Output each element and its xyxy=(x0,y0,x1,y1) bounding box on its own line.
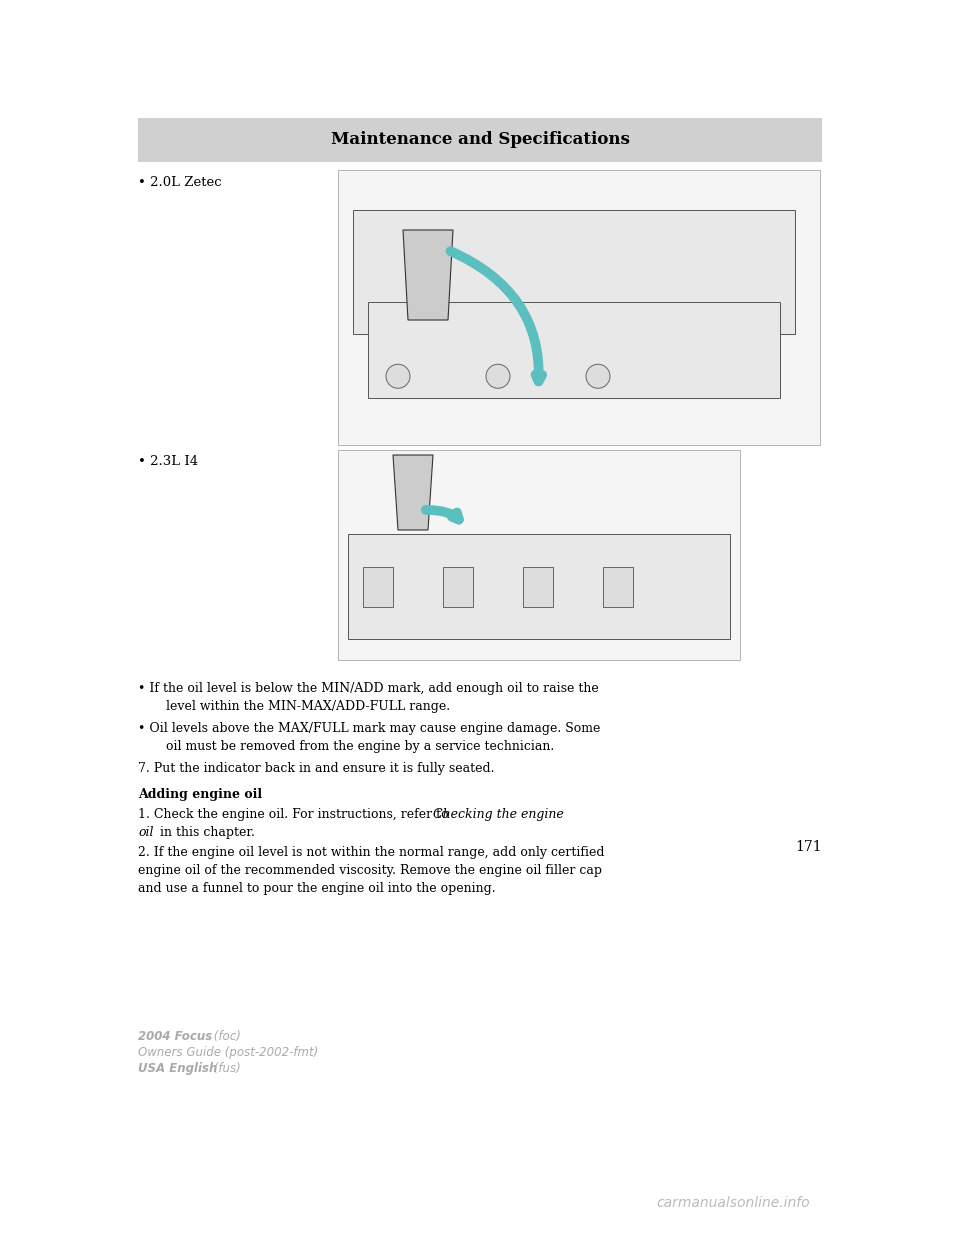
Text: 7. Put the indicator back in and ensure it is fully seated.: 7. Put the indicator back in and ensure … xyxy=(138,763,494,775)
Text: • 2.3L I4: • 2.3L I4 xyxy=(138,455,198,468)
Text: and use a funnel to pour the engine oil into the opening.: and use a funnel to pour the engine oil … xyxy=(138,882,495,895)
Bar xyxy=(338,450,740,660)
Bar xyxy=(603,566,633,606)
Text: engine oil of the recommended viscosity. Remove the engine oil filler cap: engine oil of the recommended viscosity.… xyxy=(138,864,602,877)
Text: Maintenance and Specifications: Maintenance and Specifications xyxy=(330,132,630,149)
Circle shape xyxy=(386,364,410,389)
Text: carmanualsonline.info: carmanualsonline.info xyxy=(657,1196,810,1210)
Bar xyxy=(523,566,553,606)
Text: oil: oil xyxy=(138,826,154,840)
Text: in this chapter.: in this chapter. xyxy=(156,826,254,840)
Bar xyxy=(443,566,473,606)
Text: 171: 171 xyxy=(796,840,822,854)
Text: 1. Check the engine oil. For instructions, refer to: 1. Check the engine oil. For instruction… xyxy=(138,809,452,821)
Text: USA English: USA English xyxy=(138,1062,217,1076)
Circle shape xyxy=(586,364,610,389)
Text: level within the MIN-MAX/ADD-FULL range.: level within the MIN-MAX/ADD-FULL range. xyxy=(166,700,450,713)
Circle shape xyxy=(486,364,510,389)
Polygon shape xyxy=(403,230,453,320)
Text: Adding engine oil: Adding engine oil xyxy=(138,787,262,801)
Text: 2004 Focus: 2004 Focus xyxy=(138,1030,212,1043)
Bar xyxy=(138,118,822,161)
FancyArrowPatch shape xyxy=(450,251,542,381)
Text: oil must be removed from the engine by a service technician.: oil must be removed from the engine by a… xyxy=(166,740,554,753)
Text: • 2.0L Zetec: • 2.0L Zetec xyxy=(138,176,222,189)
Text: (foc): (foc) xyxy=(210,1030,241,1043)
Text: Owners Guide (post-2002-fmt): Owners Guide (post-2002-fmt) xyxy=(138,1046,319,1059)
Bar xyxy=(363,566,393,606)
Text: • If the oil level is below the MIN/ADD mark, add enough oil to raise the: • If the oil level is below the MIN/ADD … xyxy=(138,682,599,696)
Text: 2. If the engine oil level is not within the normal range, add only certified: 2. If the engine oil level is not within… xyxy=(138,846,605,859)
Text: • Oil levels above the MAX/FULL mark may cause engine damage. Some: • Oil levels above the MAX/FULL mark may… xyxy=(138,722,600,735)
Text: (fus): (fus) xyxy=(210,1062,241,1076)
Text: Checking the engine: Checking the engine xyxy=(433,809,564,821)
Polygon shape xyxy=(393,455,433,530)
FancyArrowPatch shape xyxy=(426,510,459,519)
Bar xyxy=(368,302,780,399)
Bar xyxy=(338,170,820,445)
Bar xyxy=(348,534,730,638)
Bar xyxy=(353,210,795,334)
